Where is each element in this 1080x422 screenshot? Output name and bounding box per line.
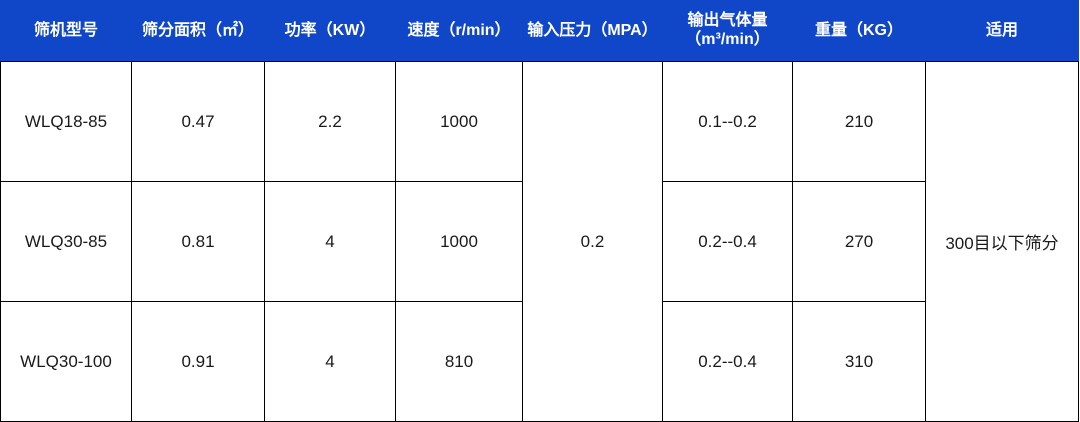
header-row: 筛机型号 筛分面积（㎡） 功率（KW） 速度（r/min） 输入压力（MPA） … (0, 0, 1079, 62)
table-header: 筛机型号 筛分面积（㎡） 功率（KW） 速度（r/min） 输入压力（MPA） … (0, 0, 1079, 62)
cell-speed: 1000 (395, 181, 523, 302)
column-header-power: 功率（KW） (264, 0, 396, 62)
table-row: WLQ30-100 0.91 4 810 0.2--0.4 310 (0, 301, 1079, 422)
cell-power: 4 (264, 301, 396, 422)
cell-inlet-pressure-merged: 0.2 (522, 61, 663, 422)
column-header-speed: 速度（r/min） (395, 0, 523, 62)
cell-screening-area: 0.91 (131, 301, 265, 422)
cell-speed: 1000 (395, 61, 523, 182)
cell-screening-area: 0.81 (131, 181, 265, 302)
column-header-speed-label: 速度（r/min） (407, 21, 511, 39)
column-header-gas-output: 输出气体量 （m³/min） (662, 0, 793, 62)
cell-gas-output: 0.2--0.4 (662, 301, 793, 422)
cell-speed: 810 (395, 301, 523, 422)
column-header-power-label: 功率（KW） (284, 21, 376, 39)
table-row: WLQ30-85 0.81 4 1000 0.2--0.4 270 (0, 181, 1079, 302)
column-header-inlet-pressure-label: 输入压力（MPA） (527, 21, 658, 39)
cell-weight: 270 (792, 181, 926, 302)
cell-applicable-merged: 300目以下筛分 (925, 61, 1079, 422)
column-header-gas-output-unit: （m³/min） (685, 31, 770, 48)
cell-screening-area: 0.47 (131, 61, 265, 182)
cell-model: WLQ30-85 (0, 181, 132, 302)
column-header-gas-output-label: 输出气体量 (687, 12, 768, 30)
cell-gas-output: 0.1--0.2 (662, 61, 793, 182)
column-header-applicable-label: 适用 (985, 21, 1018, 39)
table-body: WLQ18-85 0.47 2.2 1000 0.2 0.1--0.2 210 … (0, 61, 1079, 422)
cell-gas-output: 0.2--0.4 (662, 181, 793, 302)
column-header-screening-area-label: 筛分面积（㎡） (141, 21, 254, 39)
cell-model: WLQ18-85 (0, 61, 132, 182)
column-header-weight: 重量（KG） (792, 0, 926, 62)
cell-model: WLQ30-100 (0, 301, 132, 422)
column-header-applicable: 适用 (925, 0, 1079, 62)
column-header-model: 筛机型号 (0, 0, 132, 62)
cell-weight: 210 (792, 61, 926, 182)
column-header-inlet-pressure: 输入压力（MPA） (522, 0, 663, 62)
column-header-weight-label: 重量（KG） (814, 21, 903, 39)
cell-power: 2.2 (264, 61, 396, 182)
column-header-model-label: 筛机型号 (33, 21, 98, 39)
cell-power: 4 (264, 181, 396, 302)
column-header-screening-area: 筛分面积（㎡） (131, 0, 265, 62)
table-row: WLQ18-85 0.47 2.2 1000 0.2 0.1--0.2 210 … (0, 61, 1079, 422)
cell-weight: 310 (792, 301, 926, 422)
